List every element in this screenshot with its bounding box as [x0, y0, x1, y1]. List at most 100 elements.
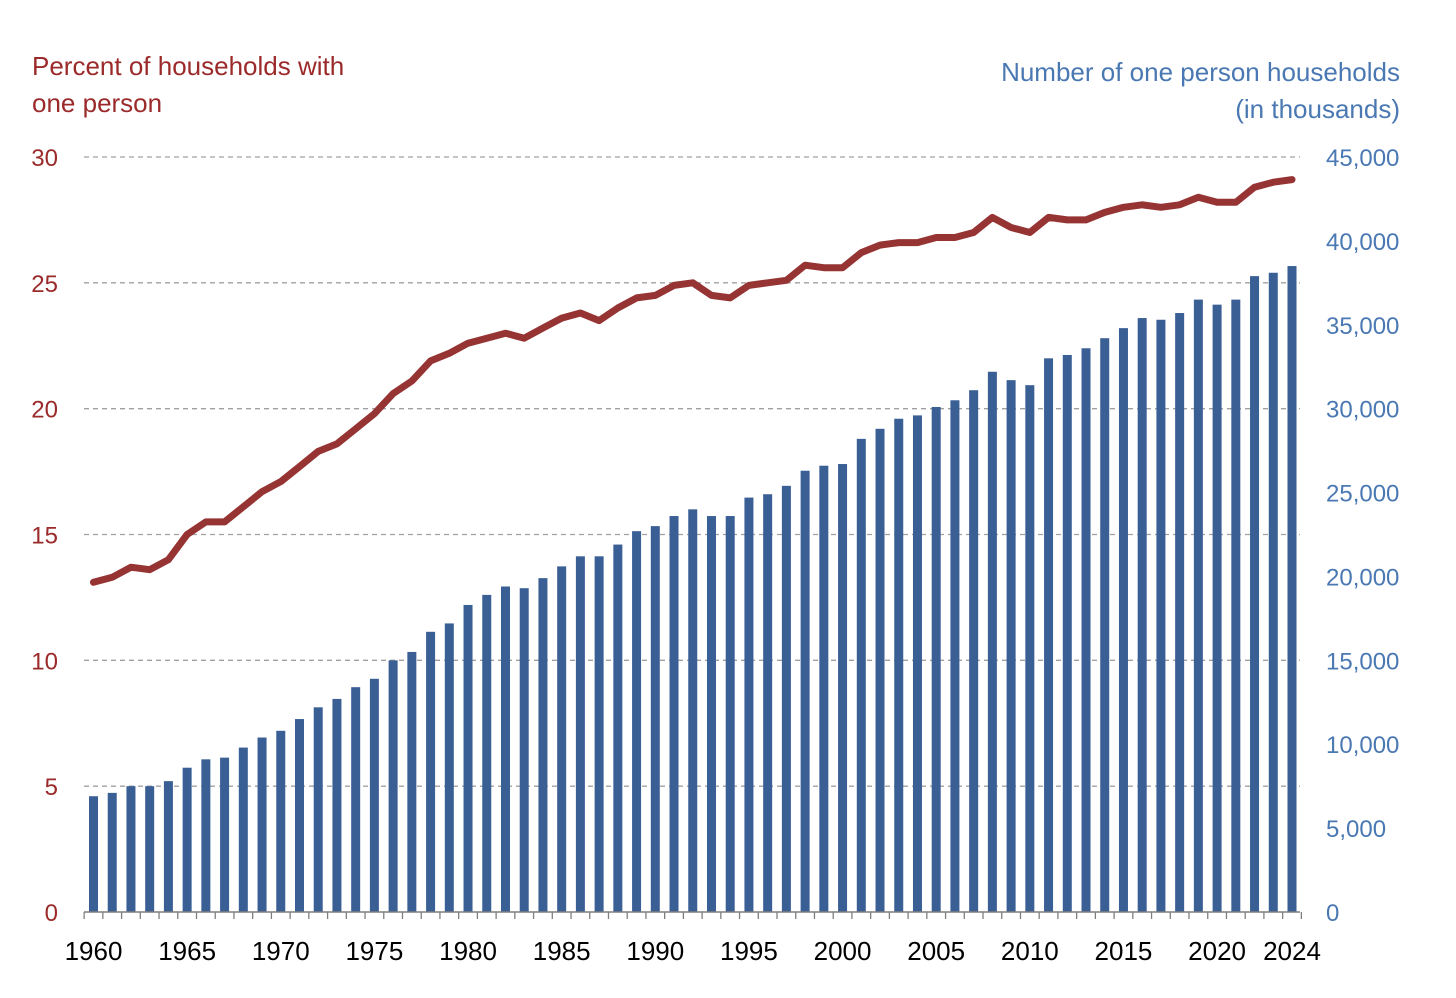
bar — [163, 781, 173, 912]
left-axis-tick-label: 5 — [45, 774, 58, 801]
x-axis-tick-label: 1990 — [626, 936, 684, 966]
right-axis-tick-label: 15,000 — [1326, 648, 1399, 675]
bar — [1025, 385, 1035, 913]
bar — [482, 594, 492, 912]
x-axis-tick-label: 2024 — [1263, 936, 1321, 966]
x-axis-tick-label: 1980 — [439, 936, 497, 966]
x-axis-tick-label: 2015 — [1095, 936, 1153, 966]
bar — [1268, 272, 1278, 912]
right-axis-tick-label: 5,000 — [1326, 816, 1386, 843]
bar — [557, 566, 567, 912]
bar — [89, 796, 98, 912]
right-axis-title: Number of one person households (in thou… — [1001, 57, 1400, 124]
bar — [407, 651, 417, 912]
bar — [1118, 328, 1128, 913]
bar — [838, 464, 848, 912]
bar — [819, 465, 829, 912]
bar — [444, 623, 454, 912]
x-axis-tick-label: 1970 — [252, 936, 310, 966]
bar — [744, 497, 754, 912]
left-axis-tick-label: 15 — [31, 523, 58, 550]
bar — [594, 556, 604, 912]
x-axis-tick-label: 1985 — [533, 936, 591, 966]
right-axis-tick-label: 0 — [1326, 900, 1339, 927]
bar — [257, 737, 267, 912]
bar — [351, 687, 361, 912]
bar — [575, 556, 585, 912]
bar — [875, 428, 885, 912]
bar — [800, 470, 810, 912]
bar — [969, 390, 979, 912]
left-axis-tick-label: 30 — [31, 145, 58, 172]
bar — [1081, 348, 1091, 912]
bar — [950, 400, 960, 912]
right-axis-tick-label: 25,000 — [1326, 481, 1399, 508]
bar — [1193, 299, 1203, 913]
x-axis-tick-label: 2010 — [1001, 936, 1059, 966]
bar — [276, 730, 286, 912]
bar — [519, 588, 529, 912]
right-axis-tick-label: 35,000 — [1326, 313, 1399, 340]
bar — [987, 371, 997, 912]
x-axis-tick-label: 2005 — [907, 936, 965, 966]
bar — [238, 747, 248, 912]
bar — [1231, 299, 1241, 913]
left-axis-tick-label: 20 — [31, 397, 58, 424]
right-axis-tick-label: 20,000 — [1326, 564, 1399, 591]
bar — [688, 509, 698, 912]
x-axis-tick-label: 1965 — [158, 936, 216, 966]
bar — [1287, 266, 1297, 912]
left-axis-tick-label: 25 — [31, 271, 58, 298]
bar — [107, 792, 117, 912]
bar — [1212, 304, 1222, 913]
bar — [669, 516, 679, 912]
bar — [706, 516, 716, 912]
bar — [1156, 319, 1166, 912]
bar — [332, 698, 342, 912]
bar — [201, 759, 211, 912]
right-axis-tick-label: 40,000 — [1326, 229, 1399, 256]
bar — [650, 526, 660, 912]
x-axis-tick-label: 1960 — [65, 936, 123, 966]
bar — [763, 494, 773, 912]
bar — [632, 531, 642, 912]
bar — [1137, 318, 1147, 913]
bar — [426, 631, 436, 912]
bar — [313, 707, 323, 912]
bar — [1062, 354, 1072, 912]
bar — [1250, 276, 1260, 913]
x-axis-tick-label: 1975 — [345, 936, 403, 966]
right-axis-tick-label: 30,000 — [1326, 397, 1399, 424]
left-axis-tick-label: 0 — [45, 900, 58, 927]
bar — [931, 406, 941, 912]
bar — [369, 678, 379, 912]
bar — [388, 660, 398, 912]
left-axis-tick-label: 10 — [31, 648, 58, 675]
bar — [463, 604, 473, 912]
bar — [894, 418, 904, 912]
bar — [725, 516, 735, 912]
x-axis-tick-label: 2000 — [814, 936, 872, 966]
bar — [500, 586, 510, 912]
bar — [856, 438, 866, 912]
bar — [1044, 358, 1054, 912]
bar — [781, 485, 791, 912]
bar — [145, 786, 155, 912]
bar — [1006, 380, 1016, 913]
x-axis-tick-label: 2020 — [1188, 936, 1246, 966]
bar — [912, 415, 922, 912]
right-axis-tick-label: 10,000 — [1326, 732, 1399, 759]
right-axis-tick-label: 45,000 — [1326, 145, 1399, 172]
bar — [220, 757, 230, 912]
line-series-percent — [90, 176, 1296, 586]
bar — [1100, 338, 1110, 912]
bar — [613, 544, 623, 912]
bar — [1175, 313, 1185, 912]
bar — [126, 786, 136, 912]
bar — [538, 578, 548, 912]
left-axis-title: Percent of households with one person — [32, 51, 345, 118]
bar — [182, 767, 192, 912]
x-axis-tick-label: 1995 — [720, 936, 778, 966]
